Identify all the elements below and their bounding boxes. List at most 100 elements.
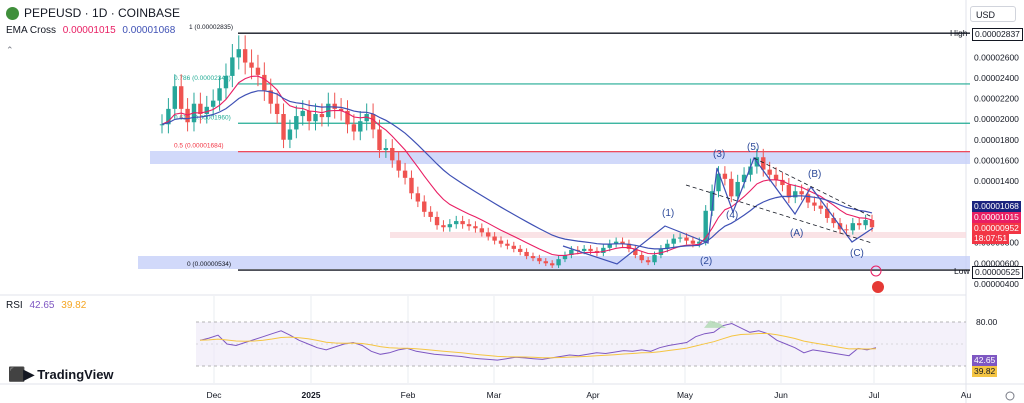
candle-body — [242, 49, 248, 63]
settings-gear-icon — [1005, 391, 1015, 401]
price-axis-label: 0.00001600 — [974, 155, 1019, 165]
candle-body — [370, 114, 376, 130]
candle-body — [633, 248, 638, 256]
candle-body — [332, 103, 337, 109]
candle-body — [549, 263, 555, 266]
candle-body — [486, 232, 491, 237]
price-axis-label: 0.00001400 — [974, 176, 1019, 186]
candle-body — [869, 220, 875, 228]
low-label: Low — [954, 266, 970, 276]
high-badge: 0.00002837 — [972, 28, 1023, 41]
candle-body — [716, 173, 721, 192]
candle-body — [402, 170, 408, 178]
symbol-title: PEPEUSD · 1D · COINBASE — [24, 6, 181, 20]
candle-body — [351, 124, 357, 132]
candle-body — [825, 208, 830, 218]
ema-slow-badge: 0.00001068 — [972, 201, 1021, 212]
candle-body — [780, 179, 785, 186]
brand-name: TradingView — [37, 367, 114, 382]
candle-body — [588, 248, 593, 251]
candle-body — [569, 249, 574, 256]
candle-body — [294, 116, 299, 130]
tradingview-logo[interactable]: ⬛▶ TradingView — [8, 366, 114, 383]
candle-body — [831, 217, 836, 224]
rsi-ma-badge: 39.82 — [972, 366, 998, 377]
time-axis-label: Jul — [869, 390, 880, 400]
elliott-wave-path — [562, 156, 874, 265]
candle-body — [767, 169, 772, 175]
price-axis-label: 0.00000400 — [974, 279, 1019, 289]
candle-body — [210, 100, 216, 107]
currency-selector[interactable]: USD — [970, 6, 1016, 22]
candle-body — [383, 147, 389, 151]
candle-body — [511, 245, 517, 249]
candle-body — [793, 191, 798, 198]
candle-body — [268, 90, 273, 104]
ema-fast-line — [161, 75, 873, 256]
wave-label: (B) — [808, 169, 821, 180]
wave-label: (2) — [700, 256, 712, 267]
candle-body — [677, 237, 683, 239]
candle-body — [690, 240, 696, 244]
tradingview-mark-icon: ⬛▶ — [8, 366, 34, 382]
candle-body — [639, 255, 644, 261]
rsi-badge: 42.65 — [972, 355, 998, 366]
channel-line-top — [753, 157, 873, 218]
candle-body — [805, 194, 811, 203]
candle-body — [620, 241, 625, 244]
candle-body — [613, 241, 619, 244]
time-axis-label: Feb — [401, 390, 416, 400]
candle-body — [517, 248, 523, 252]
candle-body — [178, 86, 184, 109]
candle-body — [358, 121, 363, 132]
fib-label: 0 (0.00000534) — [187, 261, 231, 268]
price-axis-label: 0.00002200 — [974, 94, 1019, 104]
candle-body — [434, 216, 440, 226]
candle-body — [230, 57, 235, 76]
collapse-legend-icon[interactable]: ⌃ — [6, 45, 14, 55]
candle-body — [709, 191, 715, 211]
candle-body — [313, 114, 318, 122]
symbol-header[interactable]: PEPEUSD · 1D · COINBASE — [6, 6, 180, 20]
rsi-axis-label: 80.00 — [976, 317, 998, 327]
candle-body — [377, 129, 382, 151]
price-axis-label: 0.00002400 — [974, 73, 1019, 83]
rsi-legend[interactable]: RSI 42.65 39.82 — [6, 300, 86, 311]
us-flag-icon — [872, 281, 884, 293]
candle-body — [287, 129, 293, 140]
candle-body — [543, 261, 548, 264]
candle-body — [390, 147, 395, 161]
candle-body — [722, 173, 728, 179]
candle-body — [524, 251, 529, 257]
wave-label: (1) — [662, 208, 674, 219]
candle-body — [204, 106, 209, 115]
candle-body — [447, 224, 453, 228]
rsi-label: RSI — [6, 300, 23, 311]
rsi-line — [199, 322, 877, 361]
candle-body — [562, 255, 568, 260]
wave-label: (C) — [850, 248, 864, 259]
price-axis-label: 0.00002000 — [974, 114, 1019, 124]
ema-fast-badge: 0.00001015 — [972, 212, 1021, 223]
price-axis-label: 0.00002600 — [974, 52, 1019, 62]
candle-body — [735, 181, 740, 197]
time-axis-label: 2025 — [302, 390, 321, 400]
ema-cross-legend[interactable]: EMA Cross 0.00001015 0.00001068 — [6, 25, 175, 36]
low-badge: 0.00000525 — [972, 266, 1023, 279]
candle-body — [441, 225, 446, 228]
ema-slow-value: 0.00001068 — [122, 25, 176, 36]
candle-body — [415, 193, 421, 202]
time-axis-label: Au — [961, 390, 972, 400]
candle-body — [460, 221, 465, 225]
candle-body — [198, 103, 203, 115]
candle-body — [422, 201, 427, 212]
candle-body — [255, 67, 261, 75]
candle-body — [172, 86, 177, 109]
candle-body — [697, 241, 702, 244]
candle-body — [556, 259, 561, 266]
candle-body — [466, 224, 472, 227]
fib-label: 0.5 (0.00001684) — [174, 143, 224, 150]
candle-body — [684, 237, 689, 241]
countdown-badge: 18:07:51 — [972, 233, 1010, 244]
